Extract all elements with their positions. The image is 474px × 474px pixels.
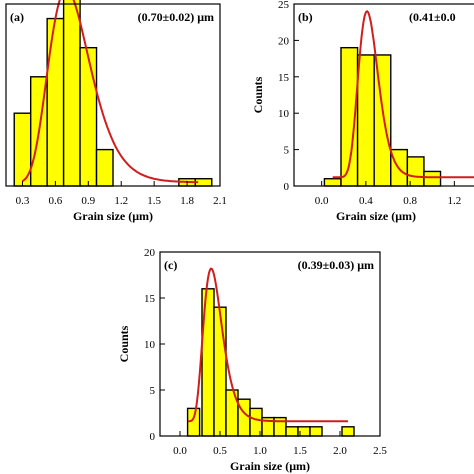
fit-curve	[21, 0, 199, 184]
panel-label: (a)	[10, 10, 24, 24]
grain-size-annotation: (0.70±0.02) μm	[138, 10, 214, 24]
panel-c: 0.0 0.5 1.0 1.5 2.0 2.5 0 5 10 15 20 Grain size (μm…	[117, 247, 387, 473]
x-tick-label: 0.5	[213, 445, 227, 457]
bar	[341, 426, 355, 437]
bar	[423, 170, 442, 187]
x-axis-label: Grain size (μm)	[73, 209, 153, 223]
plot-frame	[5, 3, 221, 187]
y-tick-label: 10	[278, 108, 290, 120]
x-tick-label: 0.3	[16, 195, 30, 207]
panel-label: (c)	[164, 258, 177, 272]
panel-label: (b)	[298, 10, 313, 24]
bar	[62, 0, 81, 187]
panel-b: 0.0 0.4 0.8 1.2 0 5 10 15 20 25 Grain size (μm) Cou…	[251, 0, 474, 223]
x-axis-label: Grain size (μm)	[336, 209, 416, 223]
x-tick-label: 0.9	[81, 195, 95, 207]
x-tick-label: 1.2	[447, 195, 461, 207]
x-tick-label: 0.0	[173, 445, 187, 457]
bar	[373, 54, 392, 187]
x-tick-label: 1.2	[114, 195, 128, 207]
y-tick-label: 20	[144, 247, 156, 259]
y-axis-label: Counts	[117, 325, 131, 362]
bar	[356, 54, 375, 187]
x-tick-label: 2.0	[333, 445, 347, 457]
y-axis-label: Counts	[251, 76, 265, 113]
fit-curve	[188, 267, 348, 423]
bar	[285, 426, 299, 437]
grain-size-annotation: (0.39±0.03) μm	[298, 258, 374, 272]
bar	[213, 306, 227, 437]
plot-frame	[293, 3, 474, 187]
y-tick-label: 20	[278, 35, 290, 47]
y-tick-label: 15	[144, 293, 156, 305]
bar	[79, 46, 98, 187]
x-tick-label: 1.0	[253, 445, 267, 457]
bar	[46, 17, 65, 187]
x-axis-label: Grain size (μm)	[230, 459, 310, 473]
y-tick-label: 10	[144, 339, 156, 351]
x-tick-label: 2.1	[213, 195, 227, 207]
y-tick-label: 25	[278, 0, 290, 11]
bar	[95, 148, 114, 187]
y-tick-label: 0	[150, 431, 156, 443]
x-tick-label: 1.8	[180, 195, 194, 207]
x-tick-label: 0.0	[315, 195, 329, 207]
panel-a: 0.3 0.6 0.9 1.2 1.5 1.8 2.1 Grain size (μm) (a) (…	[5, 0, 227, 223]
x-tick-label: 0.8	[403, 195, 417, 207]
x-tick-label: 0.4	[359, 195, 373, 207]
y-tick-label: 0	[284, 181, 290, 193]
y-tick-label: 15	[278, 72, 290, 84]
grain-size-annotation: (0.41±0.0	[409, 10, 456, 24]
x-tick-label: 1.5	[147, 195, 161, 207]
bar	[323, 178, 342, 187]
bar	[309, 426, 323, 437]
x-tick-label: 1.5	[293, 445, 307, 457]
fit-curve	[332, 10, 474, 179]
y-tick-label: 5	[284, 145, 290, 157]
x-tick-label: 0.6	[49, 195, 63, 207]
y-tick-label: 5	[150, 385, 156, 397]
x-tick-label: 2.5	[373, 445, 387, 457]
